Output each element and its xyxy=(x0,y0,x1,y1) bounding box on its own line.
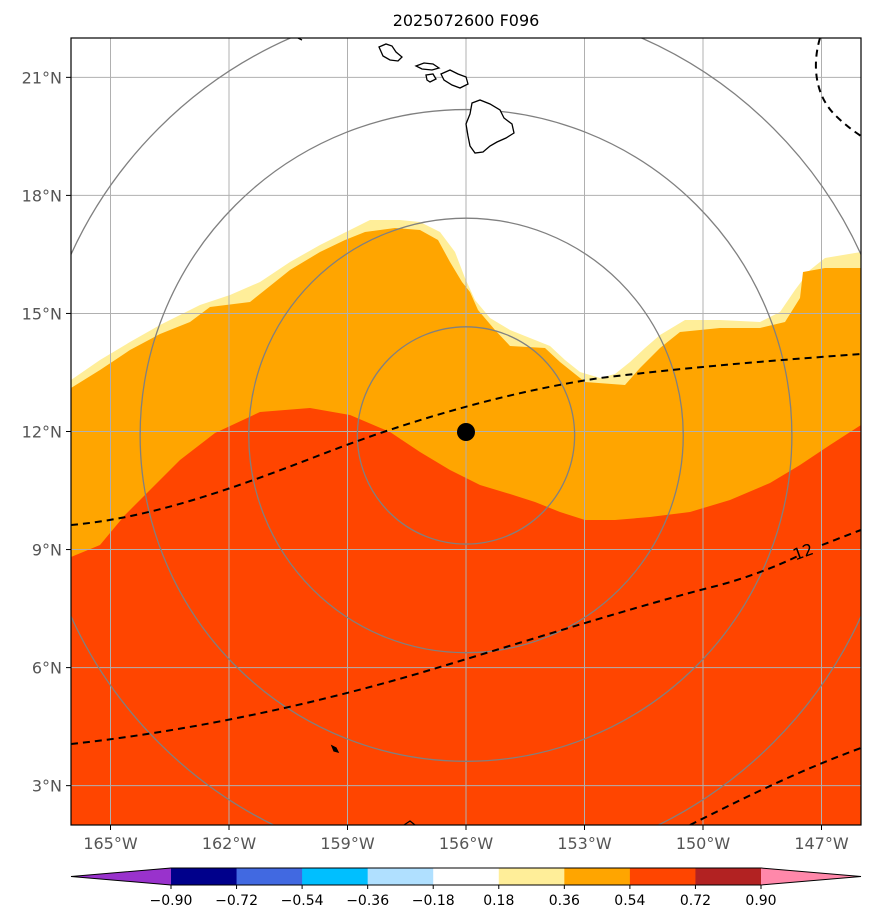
colorbar-segment-2 xyxy=(236,868,303,885)
island-maui xyxy=(440,69,469,89)
range-ring-0 xyxy=(356,326,576,545)
longitude-ticks: 165°W 162°W 159°W 156°W 153°W 150°W 147°W xyxy=(83,825,849,853)
lat-tick-label-1: 6°N xyxy=(32,659,62,678)
lon-tick-label-4: 153°W xyxy=(557,834,612,853)
colorbar-tick-label-5: 0.18 xyxy=(483,893,514,909)
colorbar-tick-label-9: 0.90 xyxy=(745,893,776,909)
lon-tick-label-5: 150°W xyxy=(676,834,731,853)
lon-tick-label-6: 147°W xyxy=(794,834,849,853)
lat-tick-label-3: 12°N xyxy=(22,423,62,442)
latitude-ticks: 3°N 6°N 9°N 12°N 15°N 18°N 21°N xyxy=(22,68,71,796)
colorbar-tick-label-1: −0.72 xyxy=(215,893,258,909)
range-ring-1 xyxy=(248,217,684,654)
contour-line-4 xyxy=(689,747,861,825)
island-molokai xyxy=(425,73,437,83)
contour-line-3 xyxy=(821,529,861,546)
colorbar-extend-high xyxy=(761,868,861,885)
colorbar-tick-label-8: 0.72 xyxy=(680,893,711,909)
map-area: 12 xyxy=(71,38,861,825)
lon-tick-label-1: 162°W xyxy=(202,834,257,853)
coastlines xyxy=(297,38,515,825)
colorbar-segment-8 xyxy=(629,868,696,885)
storm-center-marker xyxy=(457,423,475,441)
island-hawaii xyxy=(465,99,515,154)
colorbar-tick-label-7: 0.54 xyxy=(614,893,645,909)
colorbar-tick-label-0: −0.90 xyxy=(150,893,193,909)
colorbar-tick-label-4: −0.18 xyxy=(412,893,455,909)
lon-tick-label-0: 165°W xyxy=(83,834,138,853)
range-ring-2 xyxy=(139,108,793,762)
lat-tick-label-5: 18°N xyxy=(22,186,62,205)
colorbar-segment-4 xyxy=(367,868,434,885)
colorbar-tick-label-6: 0.36 xyxy=(549,893,580,909)
island-oahu xyxy=(414,62,441,71)
lat-tick-label-0: 3°N xyxy=(32,777,62,796)
colorbar-segment-5 xyxy=(433,868,500,885)
colorbar-segment-9 xyxy=(695,868,762,885)
colorbar-segment-6 xyxy=(498,868,565,885)
colorbar-segment-1 xyxy=(171,868,238,885)
coast-edge-bottom xyxy=(403,820,416,825)
lon-tick-label-3: 156°W xyxy=(439,834,494,853)
map-title: 2025072600 F096 xyxy=(393,11,540,30)
colorbar-tick-label-2: −0.54 xyxy=(281,893,324,909)
contour-line-2 xyxy=(71,554,801,745)
colorbar-segment-3 xyxy=(302,868,369,885)
range-rings xyxy=(71,38,861,825)
lon-tick-label-2: 159°W xyxy=(320,834,375,853)
island-small-south xyxy=(330,744,340,753)
colorbar-extend-low xyxy=(71,868,171,885)
island-kauai xyxy=(378,43,403,62)
colorbar-tick-label-3: −0.36 xyxy=(346,893,389,909)
lat-tick-label-6: 21°N xyxy=(22,68,62,87)
contour-line-1 xyxy=(71,353,861,526)
dashed-contours xyxy=(71,38,861,825)
colorbar-segment-7 xyxy=(564,868,631,885)
lat-tick-label-2: 9°N xyxy=(32,541,62,560)
lat-tick-label-4: 15°N xyxy=(22,304,62,323)
colorbar: −0.90 −0.72 −0.54 −0.36 −0.18 0.18 0.36 0.54 0.7… xyxy=(70,867,862,909)
